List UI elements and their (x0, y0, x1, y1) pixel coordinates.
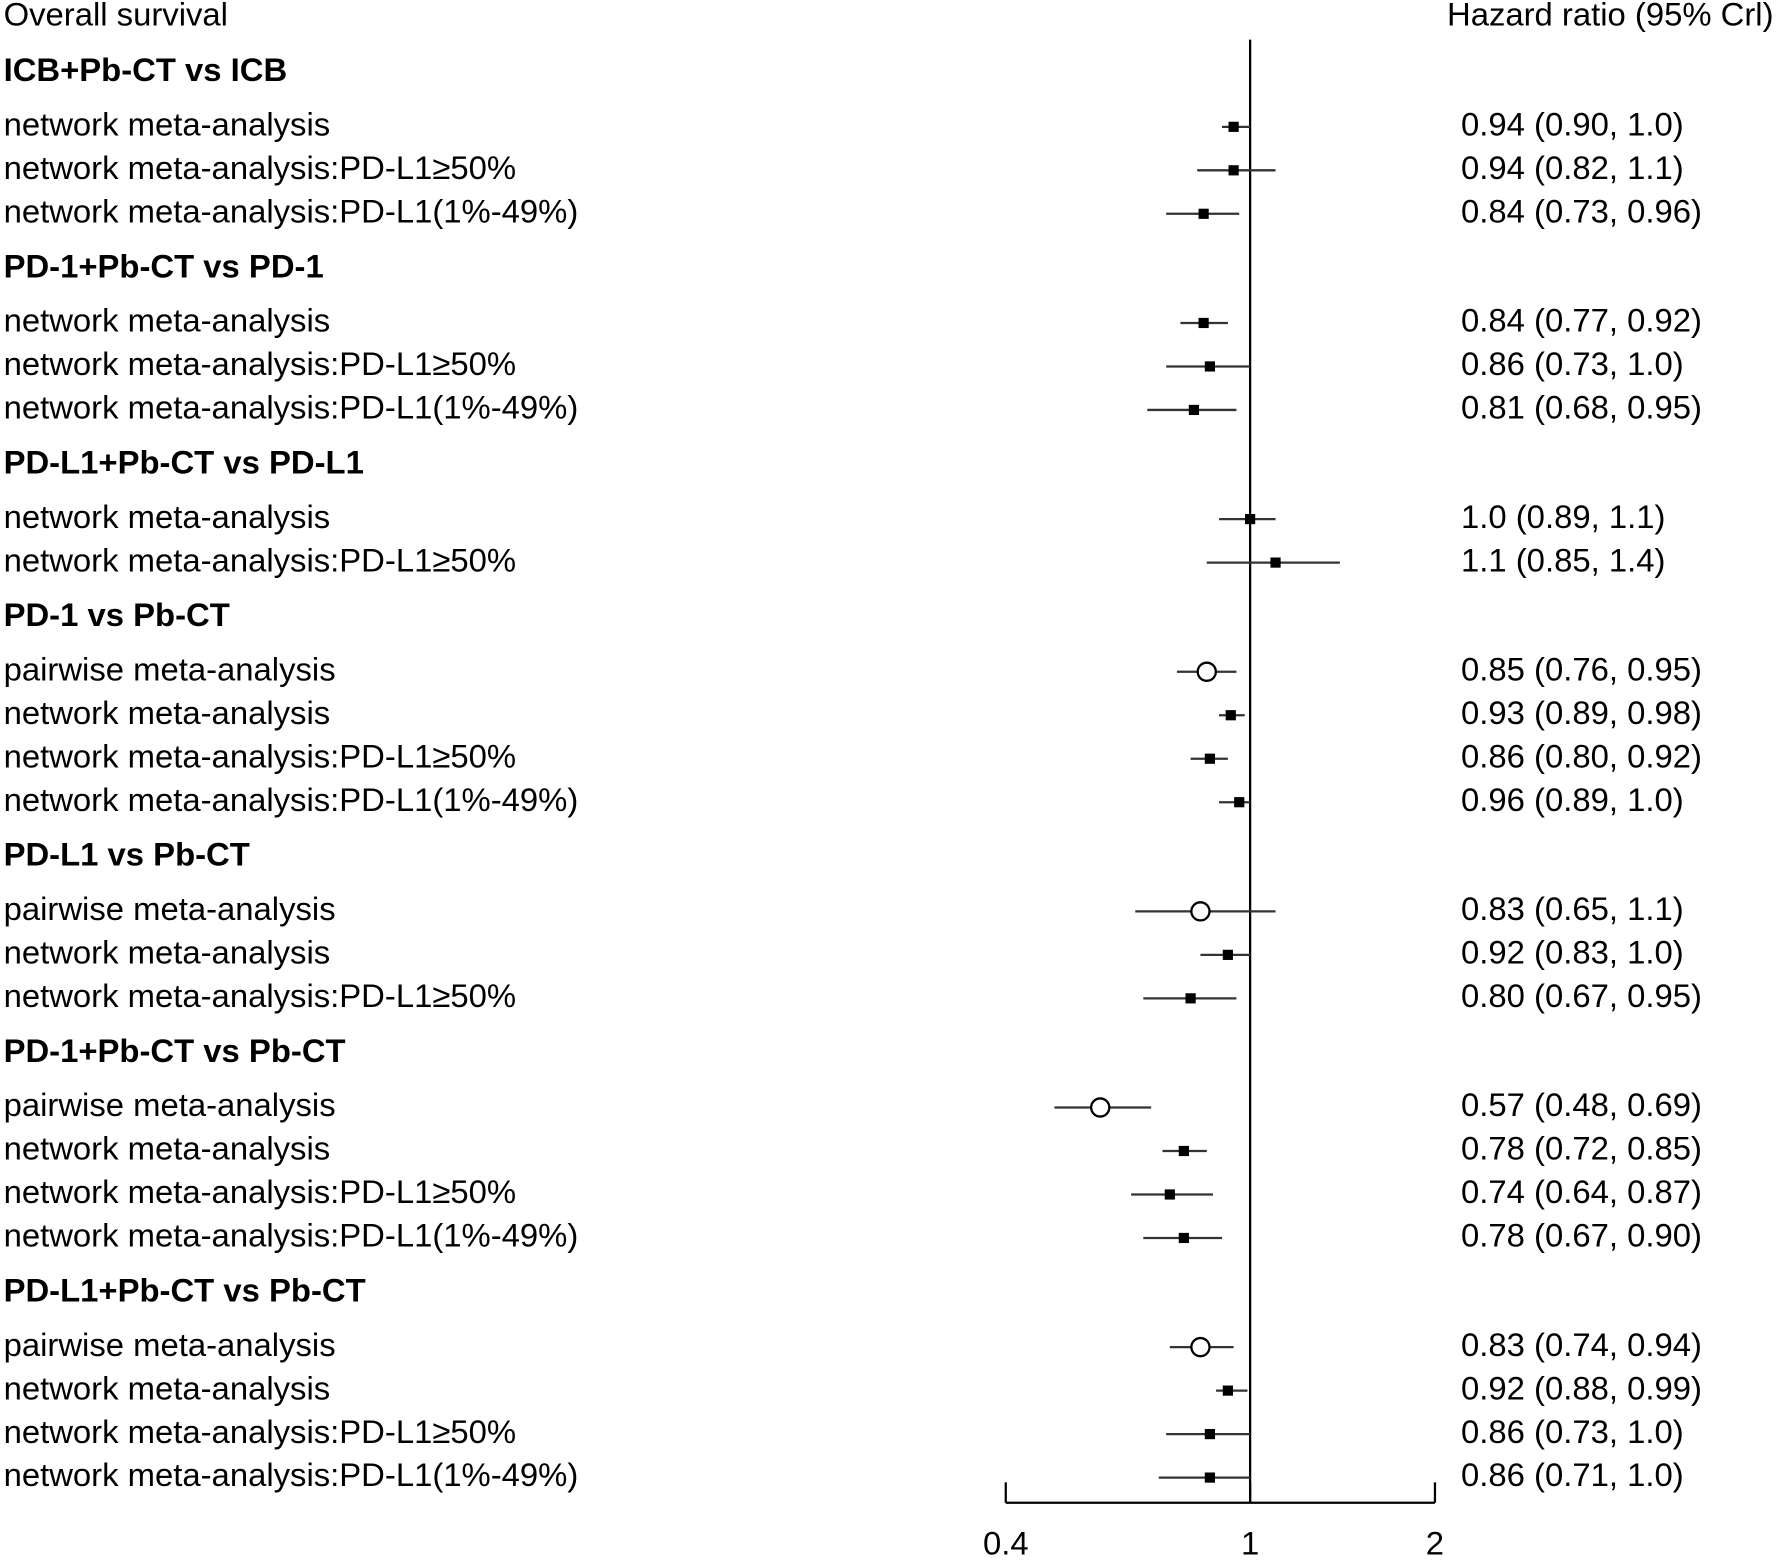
estimate-square (1234, 797, 1245, 808)
value-label: 0.83 (0.74, 0.94) (1461, 1326, 1702, 1363)
value-label: 0.93 (0.89, 0.98) (1461, 694, 1702, 731)
value-label: 0.57 (0.48, 0.69) (1461, 1086, 1702, 1123)
group-header: PD-L1 vs Pb-CT (4, 836, 250, 873)
x-tick-label: 1 (1241, 1524, 1259, 1561)
estimate-circle (1190, 901, 1211, 922)
value-label: 0.96 (0.89, 1.0) (1461, 781, 1684, 818)
value-label: 0.86 (0.71, 1.0) (1461, 1456, 1684, 1493)
row-label: network meta-analysis:PD-L1(1%-49%) (4, 192, 579, 229)
estimate-square (1198, 208, 1209, 219)
group-header: PD-1 vs Pb-CT (4, 596, 230, 633)
row-label: network meta-analysis:PD-L1≥50% (4, 1173, 516, 1210)
estimate-square (1245, 514, 1256, 525)
row-label: pairwise meta-analysis (4, 1326, 336, 1363)
group-header: PD-L1+Pb-CT vs Pb-CT (4, 1271, 366, 1308)
estimate-square (1185, 993, 1196, 1004)
row-label: pairwise meta-analysis (4, 650, 336, 687)
estimate-square (1225, 710, 1236, 721)
estimate-circle (1196, 661, 1217, 682)
estimate-square (1204, 753, 1215, 764)
row-label: network meta-analysis (4, 934, 331, 971)
value-label: 0.86 (0.73, 1.0) (1461, 345, 1684, 382)
row-label: pairwise meta-analysis (4, 1086, 336, 1123)
x-tick-label: 2 (1426, 1524, 1444, 1561)
value-label: 0.83 (0.65, 1.1) (1461, 890, 1684, 927)
value-label: 0.81 (0.68, 0.95) (1461, 389, 1702, 426)
value-label: 0.86 (0.73, 1.0) (1461, 1413, 1684, 1450)
group-header: PD-L1+Pb-CT vs PD-L1 (4, 443, 364, 480)
value-label: 0.78 (0.72, 0.85) (1461, 1130, 1702, 1167)
estimate-circle (1190, 1336, 1211, 1358)
value-label: 0.92 (0.88, 0.99) (1461, 1369, 1702, 1406)
estimate-circle (1090, 1097, 1111, 1118)
value-label: 0.85 (0.76, 0.95) (1461, 650, 1702, 687)
value-label: 0.94 (0.90, 1.0) (1461, 106, 1684, 143)
value-label: 0.78 (0.67, 0.90) (1461, 1217, 1702, 1254)
estimate-square (1204, 361, 1215, 372)
row-label: network meta-analysis (4, 498, 331, 535)
value-label: 1.0 (0.89, 1.1) (1461, 498, 1665, 535)
row-label: network meta-analysis (4, 694, 331, 731)
value-label: 0.94 (0.82, 1.1) (1461, 149, 1684, 186)
group-header: ICB+Pb-CT vs ICB (4, 51, 288, 88)
estimate-square (1228, 121, 1239, 132)
row-label: network meta-analysis:PD-L1≥50% (4, 1413, 516, 1450)
chart-title: Overall survival (4, 0, 228, 33)
estimate-square (1228, 165, 1239, 176)
row-label: network meta-analysis:PD-L1≥50% (4, 541, 516, 578)
value-label: 0.74 (0.64, 0.87) (1461, 1173, 1702, 1210)
x-tick-label: 0.4 (983, 1524, 1029, 1561)
value-label: 0.84 (0.73, 0.96) (1461, 192, 1702, 229)
estimate-square (1222, 949, 1233, 960)
value-header: Hazard ratio (95% Crl) (1447, 0, 1774, 33)
value-label: 1.1 (0.85, 1.4) (1461, 541, 1665, 578)
estimate-square (1164, 1189, 1175, 1200)
row-label: network meta-analysis (4, 1369, 331, 1406)
estimate-square (1198, 317, 1209, 329)
row-label: network meta-analysis:PD-L1(1%-49%) (4, 389, 579, 426)
row-label: network meta-analysis:PD-L1≥50% (4, 737, 516, 774)
value-label: 0.86 (0.80, 0.92) (1461, 737, 1702, 774)
row-label: network meta-analysis:PD-L1≥50% (4, 977, 516, 1014)
group-header: PD-1+Pb-CT vs Pb-CT (4, 1032, 346, 1069)
row-label: network meta-analysis:PD-L1(1%-49%) (4, 781, 579, 818)
row-label: network meta-analysis:PD-L1≥50% (4, 149, 516, 186)
row-label: pairwise meta-analysis (4, 890, 336, 927)
group-header: PD-1+Pb-CT vs PD-1 (4, 247, 324, 284)
row-label: network meta-analysis (4, 302, 331, 339)
value-label: 0.84 (0.77, 0.92) (1461, 302, 1702, 339)
estimate-square (1178, 1232, 1189, 1244)
value-label: 0.92 (0.83, 1.0) (1461, 934, 1684, 971)
row-label: network meta-analysis:PD-L1≥50% (4, 345, 516, 382)
row-label: network meta-analysis (4, 1130, 331, 1167)
estimate-square (1204, 1428, 1215, 1440)
value-label: 0.80 (0.67, 0.95) (1461, 977, 1702, 1014)
row-label: network meta-analysis:PD-L1(1%-49%) (4, 1217, 579, 1254)
estimate-square (1204, 1472, 1215, 1483)
row-label: network meta-analysis (4, 106, 331, 143)
estimate-square (1188, 404, 1200, 416)
estimate-square (1270, 557, 1281, 568)
row-label: network meta-analysis:PD-L1(1%-49%) (4, 1456, 579, 1493)
estimate-square (1178, 1145, 1189, 1157)
estimate-square (1222, 1385, 1233, 1396)
